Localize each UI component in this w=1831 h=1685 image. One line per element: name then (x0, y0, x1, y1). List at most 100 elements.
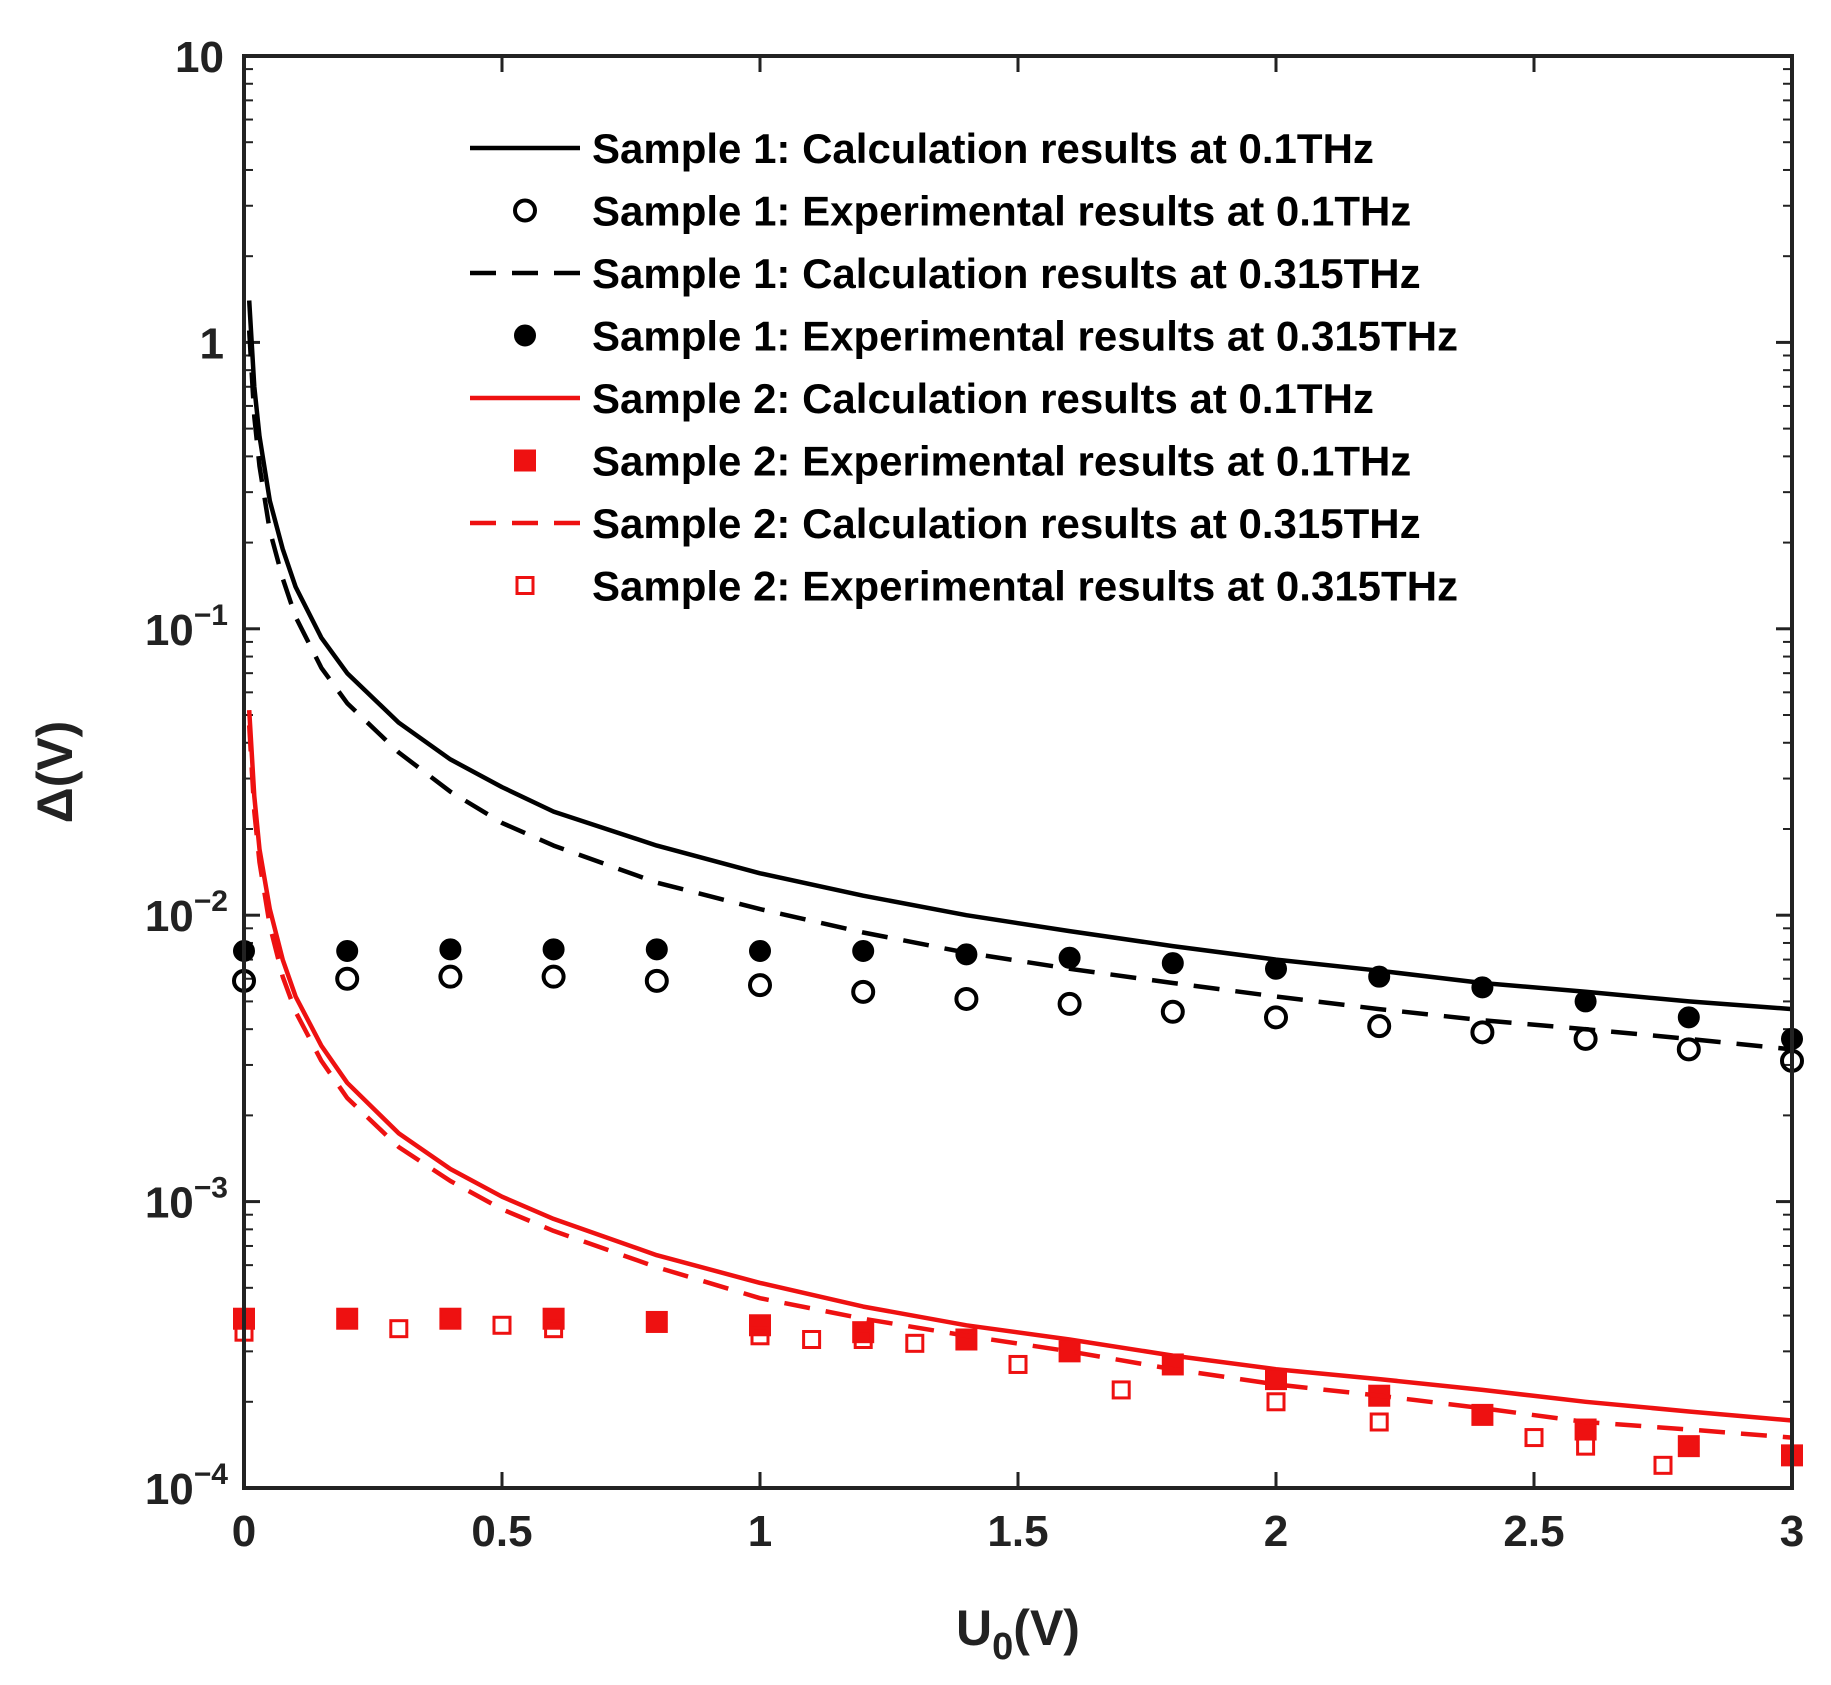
x-axis-title-subscript: 0 (992, 1626, 1013, 1668)
series-line (246, 725, 1793, 1440)
legend-entry-3: Sample 1: Calculation results at 0.315TH… (470, 250, 1421, 297)
legend-swatch (514, 449, 536, 472)
data-point (1265, 1368, 1287, 1391)
legend-entry-6: Sample 2: Experimental results at 0.1THz (514, 438, 1411, 485)
data-point (542, 938, 565, 961)
data-point (1057, 991, 1082, 1016)
y-tick-label: 10−4 (145, 1458, 228, 1514)
legend-label: Sample 1: Experimental results at 0.315T… (592, 313, 1458, 360)
data-point (645, 938, 668, 961)
y-axis-title: Δ(V) (27, 721, 83, 824)
series-line (246, 709, 1793, 1423)
data-point (542, 1307, 565, 1330)
data-point (954, 986, 979, 1011)
x-tick-label: 2.5 (1503, 1507, 1564, 1556)
legend-swatch (515, 576, 535, 595)
data-point (1470, 1020, 1495, 1045)
data-point (1265, 957, 1287, 980)
data-point (1367, 1014, 1392, 1039)
series-7 (246, 725, 1793, 1440)
data-point (748, 973, 772, 998)
data-point (644, 968, 669, 993)
data-point (1264, 1005, 1288, 1030)
data-point (1368, 965, 1391, 988)
legend-label: Sample 1: Calculation results at 0.315TH… (592, 250, 1421, 297)
data-point (1574, 990, 1597, 1013)
y-tick-label-exponent: −1 (194, 599, 228, 632)
series-1 (246, 300, 1793, 1012)
legend-label: Sample 2: Calculation results at 0.1THz (592, 375, 1374, 422)
data-point (544, 1319, 564, 1339)
legend: Sample 1: Calculation results at 0.1THz S… (470, 125, 1458, 610)
data-point (955, 943, 978, 966)
series-5 (246, 709, 1793, 1423)
x-axis-title: U0(V) (956, 1600, 1080, 1668)
y-tick-label: 10 (175, 33, 224, 82)
x-tick-label: 2 (1264, 1507, 1288, 1556)
series-8 (234, 1315, 1673, 1475)
y-tick-label-exponent: −4 (194, 1458, 229, 1491)
data-point (1653, 1455, 1673, 1475)
data-point (749, 1314, 771, 1337)
series-line (246, 300, 1793, 1012)
legend-entry-1: Sample 1: Calculation results at 0.1THz (470, 125, 1374, 172)
data-point (1058, 946, 1081, 969)
series-4 (233, 938, 1803, 1050)
data-point (336, 1307, 359, 1330)
data-point (1676, 1037, 1701, 1062)
data-point (905, 1333, 925, 1353)
legend-label: Sample 2: Calculation results at 0.315TH… (592, 500, 1421, 547)
legend-swatch (514, 324, 536, 347)
data-point (541, 964, 566, 989)
data-point (439, 938, 462, 961)
data-point (1576, 1436, 1596, 1456)
y-tick-label: 10−3 (145, 1172, 228, 1228)
data-point (389, 1319, 409, 1339)
data-point (1160, 999, 1185, 1024)
data-point (1111, 1380, 1131, 1400)
data-point (1677, 1435, 1700, 1458)
data-point (1369, 1412, 1389, 1432)
x-tick-label: 3 (1780, 1507, 1804, 1556)
legend-entry-7: Sample 2: Calculation results at 0.315TH… (470, 500, 1421, 547)
data-point (492, 1315, 512, 1335)
legend-entry-4: Sample 1: Experimental results at 0.315T… (514, 313, 1458, 360)
y-tick-label: 10−1 (145, 599, 228, 655)
y-tick-label-base: 10 (175, 33, 224, 82)
data-point (749, 939, 771, 962)
y-tick-label-base: 10 (145, 892, 194, 941)
plot-series (232, 300, 1804, 1475)
x-tick-label: 0 (232, 1507, 256, 1556)
data-point (802, 1329, 822, 1349)
y-tick-label-exponent: −3 (194, 1172, 228, 1205)
data-point (1266, 1392, 1286, 1412)
data-point (336, 939, 359, 962)
x-tick-label: 1.5 (987, 1507, 1048, 1556)
x-tick-label: 1 (748, 1507, 772, 1556)
legend-entry-5: Sample 2: Calculation results at 0.1THz (470, 375, 1374, 422)
x-tick-label: 0.5 (471, 1507, 532, 1556)
data-point (750, 1326, 770, 1346)
y-tick-label-base: 10 (145, 606, 194, 655)
data-point (852, 939, 875, 962)
data-point (851, 979, 876, 1004)
y-tick-label: 10−2 (145, 885, 228, 941)
plot-frame (242, 54, 1794, 1490)
data-point (1471, 1403, 1494, 1426)
legend-label: Sample 2: Experimental results at 0.315T… (592, 563, 1458, 610)
legend-entry-2: Sample 1: Experimental results at 0.1THz (513, 188, 1411, 235)
data-point (1524, 1428, 1544, 1448)
y-tick-label-exponent: −2 (194, 885, 228, 918)
data-point (335, 966, 360, 991)
data-point (439, 1307, 462, 1330)
data-point (1161, 952, 1184, 975)
data-point (1008, 1354, 1028, 1374)
legend-label: Sample 2: Experimental results at 0.1THz (592, 438, 1411, 485)
legend-label: Sample 1: Calculation results at 0.1THz (592, 125, 1374, 172)
legend-swatch (513, 198, 537, 223)
legend-entry-8: Sample 2: Experimental results at 0.315T… (515, 563, 1458, 610)
data-point (438, 964, 463, 989)
